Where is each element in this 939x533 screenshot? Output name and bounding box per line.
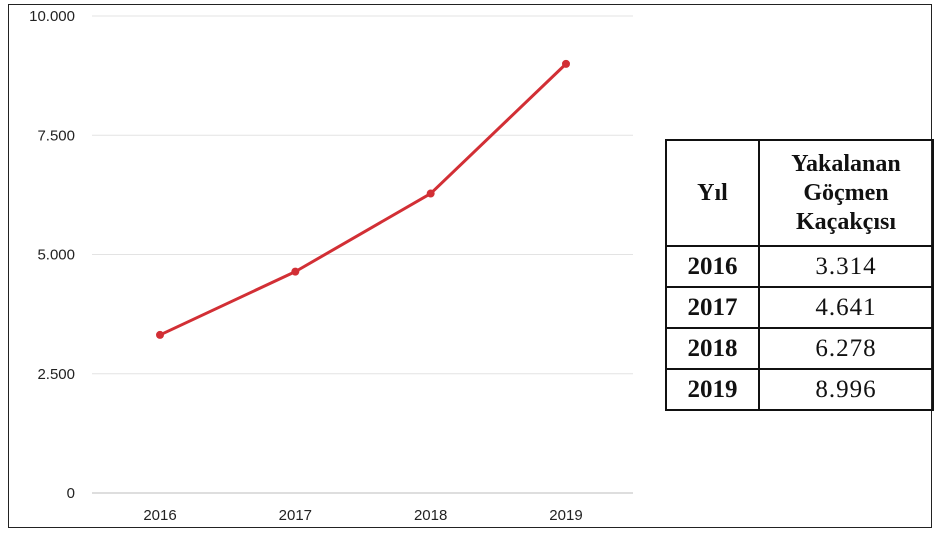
table-row: 2018 6.278 — [665, 327, 934, 370]
header-year: Yıl — [665, 139, 760, 247]
row-year: 2018 — [665, 327, 760, 370]
data-point — [156, 330, 164, 339]
x-tick-label: 2019 — [549, 507, 582, 524]
data-point — [291, 267, 300, 276]
row-year: 2017 — [665, 286, 760, 329]
data-point — [561, 59, 570, 68]
x-tick-label: 2016 — [143, 507, 176, 524]
row-value: 3.314 — [758, 245, 934, 288]
header-line-3: Kaçakçısı — [796, 208, 896, 235]
row-value: 8.996 — [758, 368, 934, 411]
header-line-2: Göçmen — [803, 179, 889, 206]
header-line-1: Yakalanan — [791, 150, 901, 177]
series-line — [158, 62, 568, 337]
row-value: 4.641 — [758, 286, 934, 329]
table-header-row: Yıl Yakalanan Göçmen Kaçakçısı — [665, 139, 934, 247]
table-row: 2017 4.641 — [665, 286, 934, 329]
y-tick-label: 7.500 — [37, 127, 75, 144]
data-point — [426, 189, 435, 198]
row-value: 6.278 — [758, 327, 934, 370]
y-tick-label: 2.500 — [37, 366, 75, 383]
table-row: 2016 3.314 — [665, 245, 934, 288]
data-table: Yıl Yakalanan Göçmen Kaçakçısı 2016 3.31… — [665, 139, 934, 411]
y-tick-label: 0 — [67, 485, 75, 502]
row-year: 2016 — [665, 245, 760, 288]
y-tick-label: 10.000 — [29, 8, 75, 25]
x-tick-label: 2017 — [279, 507, 312, 524]
x-tick-label: 2018 — [414, 507, 447, 524]
y-tick-label: 5.000 — [37, 247, 75, 264]
table-row: 2019 8.996 — [665, 368, 934, 411]
header-caught-smugglers: Yakalanan Göçmen Kaçakçısı — [758, 139, 934, 247]
row-year: 2019 — [665, 368, 760, 411]
